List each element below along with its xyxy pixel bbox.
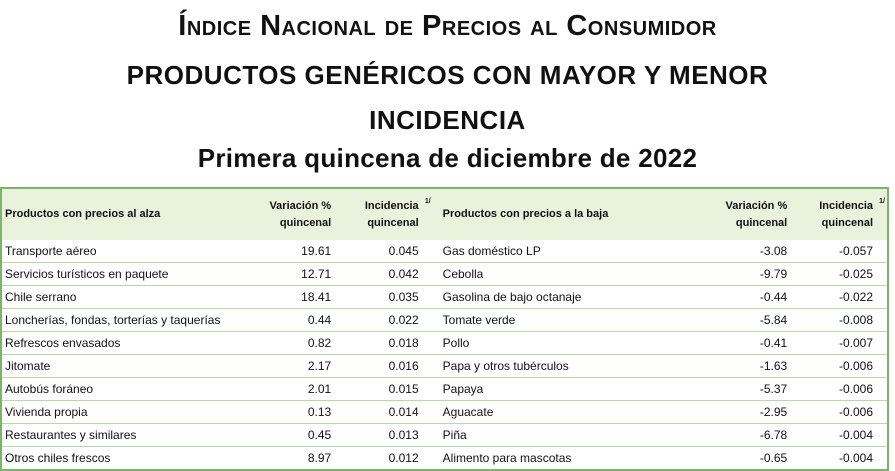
alza-variation: 0.13 <box>248 400 335 424</box>
baja-incidence: -0.007 <box>790 331 888 355</box>
header-baja-incidence-line1: Incidencia <box>819 199 873 212</box>
header-alza-variation-line1: Variación % <box>269 199 332 212</box>
table-row: Servicios turísticos en paquete 12.71 0.… <box>1 262 888 286</box>
header-baja-variation-line2: quincenal <box>735 216 788 229</box>
baja-incidence: -0.025 <box>790 262 888 286</box>
alza-incidence: 0.018 <box>334 331 433 355</box>
alza-product: Restaurantes y similares <box>1 423 249 447</box>
baja-product: Tomate verde <box>432 308 692 332</box>
alza-product: Autobús foráneo <box>1 377 249 401</box>
baja-product: Aguacate <box>432 400 692 424</box>
alza-product: Servicios turísticos en paquete <box>1 262 249 286</box>
baja-variation: -5.37 <box>691 377 791 401</box>
baja-variation: -2.95 <box>691 400 791 424</box>
header-baja-variation: Variación % quincenal <box>692 188 790 240</box>
table-body: Transporte aéreo 19.61 0.045 Gas domésti… <box>1 240 888 470</box>
baja-variation: -0.65 <box>759 451 788 465</box>
baja-variation: -0.41 <box>691 331 791 355</box>
baja-variation: -0.44 <box>691 285 791 309</box>
table-row: Vivienda propia 0.13 0.014 Aguacate -2.9… <box>1 400 888 424</box>
subtitle: Primera quincena de diciembre de 2022 <box>197 143 698 173</box>
alza-incidence: 0.016 <box>334 354 433 378</box>
header-baja-products-label: Productos con precios a la baja <box>442 208 609 220</box>
alza-product: Transporte aéreo <box>1 240 249 263</box>
header-alza-incidence-line1: Incidencia <box>364 199 419 212</box>
table-row: Loncherías, fondas, torterías y taquería… <box>1 308 888 332</box>
baja-product: Alimento para mascotas <box>442 451 572 465</box>
header-alza-incidence-line2: quincenal <box>367 216 419 229</box>
alza-variation: 8.97 <box>307 451 332 465</box>
alza-product: Refrescos envasados <box>1 331 249 355</box>
alza-incidence: 0.022 <box>334 308 433 332</box>
table-header: Productos con precios al alza Variación … <box>1 188 888 240</box>
baja-product: Cebolla <box>432 262 692 286</box>
title-line-2: PRODUCTOS GENÉRICOS CON MAYOR Y MENOR <box>126 60 769 90</box>
table-row: Jitomate 2.17 0.016 Papa y otros tubércu… <box>1 354 888 378</box>
alza-product: Otros chiles frescos <box>5 451 111 465</box>
baja-variation: -3.08 <box>691 240 791 263</box>
baja-variation: -9.79 <box>691 262 791 286</box>
table-row: Otros chiles frescos 8.97 0.012 Alimento… <box>1 447 888 471</box>
alza-variation: 18.41 <box>248 285 335 309</box>
title-line-3: INCIDENCIA <box>369 105 526 135</box>
alza-product: Jitomate <box>1 354 249 378</box>
alza-variation: 2.17 <box>248 354 335 378</box>
alza-product: Vivienda propia <box>1 400 249 424</box>
baja-product: Piña <box>432 423 692 447</box>
baja-incidence: -0.057 <box>790 240 888 263</box>
alza-variation: 0.44 <box>248 308 335 332</box>
table-row: Chile serrano 18.41 0.035 Gasolina de ba… <box>1 285 888 309</box>
baja-incidence: -0.006 <box>790 354 888 378</box>
title-block: Índice Nacional de Precios al Consumidor… <box>0 5 895 176</box>
alza-product: Loncherías, fondas, torterías y taquería… <box>1 308 249 332</box>
header-alza-products-label: Productos con precios al alza <box>5 208 161 220</box>
footnote-mark: 1/ <box>879 198 885 205</box>
baja-incidence: -0.008 <box>790 308 888 332</box>
baja-variation: -1.63 <box>691 354 791 378</box>
alza-incidence: 0.045 <box>334 240 433 263</box>
alza-incidence: 0.012 <box>388 451 419 465</box>
alza-variation: 2.01 <box>248 377 335 401</box>
title-line-1: Índice Nacional de Precios al Consumidor <box>178 10 717 42</box>
header-baja-products: Productos con precios a la baja <box>433 188 692 240</box>
table-row: Restaurantes y similares 0.45 0.013 Piña… <box>1 423 888 447</box>
table-row: Transporte aéreo 19.61 0.045 Gas domésti… <box>1 240 888 263</box>
alza-incidence: 0.035 <box>334 285 433 309</box>
baja-variation: -5.84 <box>691 308 791 332</box>
header-baja-incidence: Incidencia 1/ quincenal <box>790 188 888 240</box>
baja-incidence: -0.006 <box>790 377 888 401</box>
header-alza-products: Productos con precios al alza <box>1 188 249 240</box>
baja-incidence: -0.006 <box>790 400 888 424</box>
baja-product: Papaya <box>432 377 692 401</box>
baja-product: Pollo <box>432 331 692 355</box>
baja-product: Gasolina de bajo octanaje <box>432 285 692 309</box>
alza-variation: 19.61 <box>248 240 335 263</box>
alza-variation: 12.71 <box>248 262 335 286</box>
header-alza-variation: Variación % quincenal <box>249 188 334 240</box>
header-row: Productos con precios al alza Variación … <box>1 188 888 240</box>
baja-incidence: -0.004 <box>838 451 873 465</box>
alza-incidence: 0.015 <box>334 377 433 401</box>
table-row: Autobús foráneo 2.01 0.015 Papaya -5.37 … <box>1 377 888 401</box>
baja-variation: -6.78 <box>691 423 791 447</box>
header-alza-incidence: Incidencia 1/ quincenal <box>334 188 432 240</box>
alza-variation: 0.45 <box>248 423 335 447</box>
incidence-table: Productos con precios al alza Variación … <box>0 187 889 471</box>
alza-incidence: 0.042 <box>334 262 433 286</box>
alza-incidence: 0.014 <box>334 400 433 424</box>
alza-variation: 0.82 <box>248 331 335 355</box>
baja-product: Gas doméstico LP <box>432 240 692 263</box>
baja-incidence: -0.022 <box>790 285 888 309</box>
alza-product: Chile serrano <box>1 285 249 309</box>
baja-product: Papa y otros tubérculos <box>432 354 692 378</box>
header-alza-variation-line2: quincenal <box>279 216 332 229</box>
footnote-mark: 1/ <box>424 198 431 205</box>
header-baja-variation-line1: Variación % <box>725 199 788 212</box>
header-baja-incidence-line2: quincenal <box>821 216 873 229</box>
table-row: Refrescos envasados 0.82 0.018 Pollo -0.… <box>1 331 888 355</box>
alza-incidence: 0.013 <box>334 423 433 447</box>
baja-incidence: -0.004 <box>790 423 888 447</box>
